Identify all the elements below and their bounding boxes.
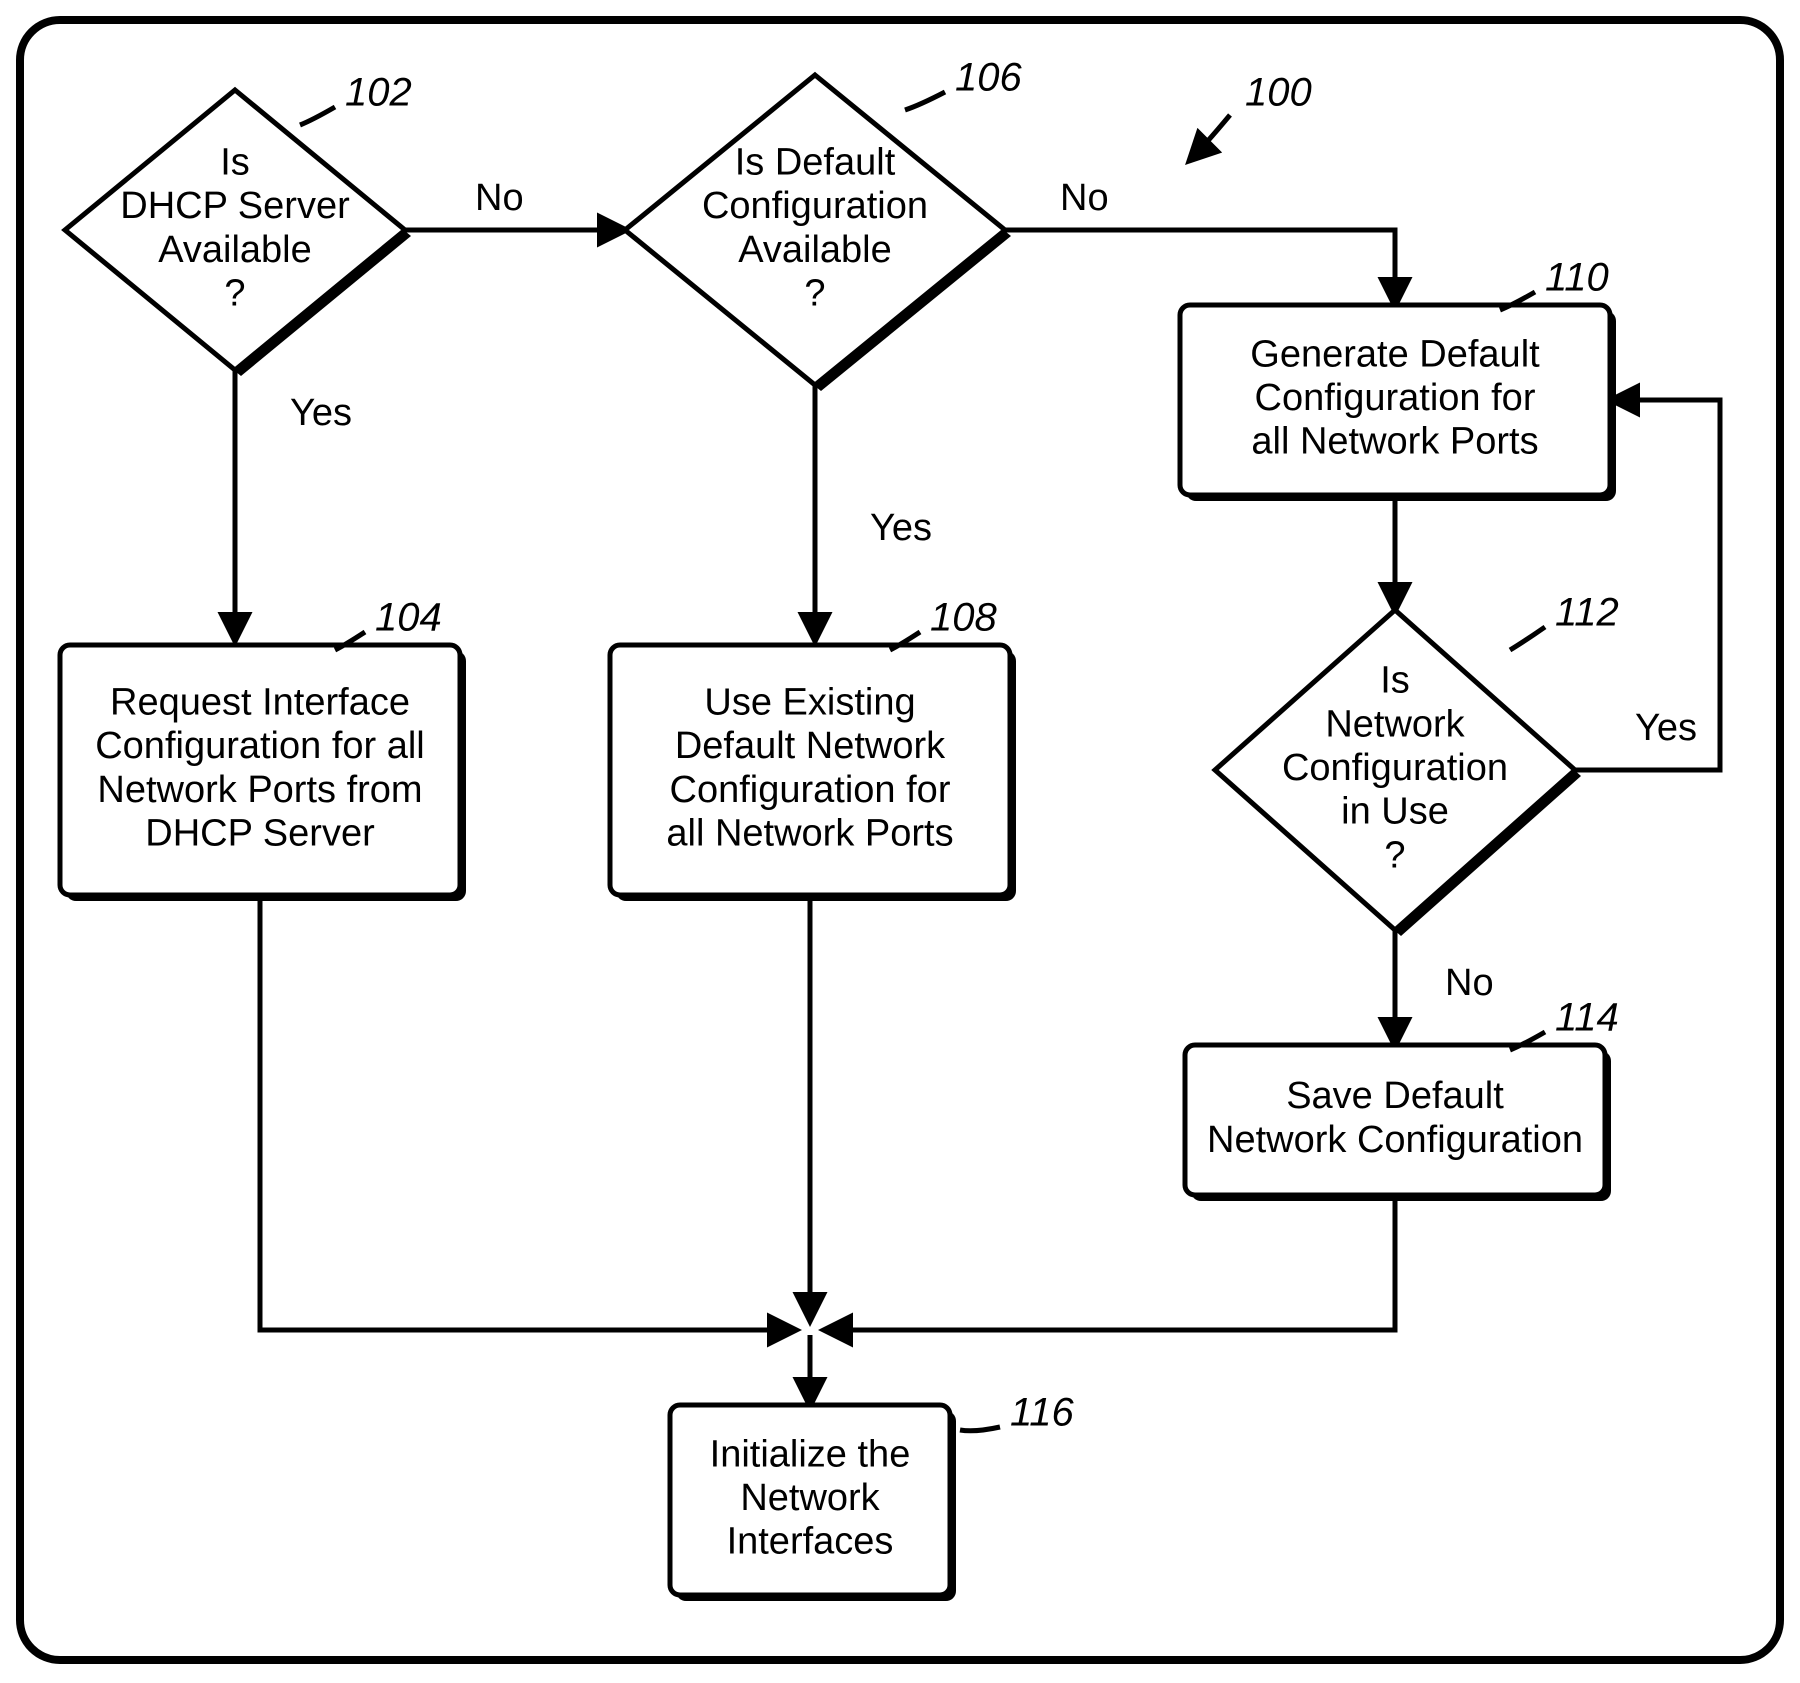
figure-ref-arrow bbox=[1190, 115, 1230, 160]
figure-ref-label: 100 bbox=[1245, 71, 1312, 115]
node-text: DHCP Server bbox=[120, 185, 350, 227]
ref-label: 104 bbox=[375, 596, 442, 640]
edge-label: No bbox=[1445, 962, 1494, 1004]
node-text: Is bbox=[1380, 660, 1410, 702]
node-text: Network bbox=[1325, 703, 1465, 745]
node-text: Default Network bbox=[675, 725, 946, 767]
ref-tick bbox=[960, 1427, 1000, 1431]
ref-label: 106 bbox=[955, 56, 1022, 100]
node-text: Configuration for bbox=[1255, 377, 1536, 419]
ref-label: 114 bbox=[1555, 996, 1619, 1040]
ref-tick bbox=[1510, 627, 1545, 650]
node-text: all Network Ports bbox=[1251, 421, 1538, 463]
ref-tick bbox=[905, 92, 945, 110]
node-text: Configuration for all bbox=[95, 725, 425, 767]
edge-label: Yes bbox=[870, 507, 932, 549]
node-text: Available bbox=[158, 229, 312, 271]
node-text: Is bbox=[220, 141, 250, 183]
node-text: Interfaces bbox=[727, 1521, 894, 1563]
node-text: Generate Default bbox=[1250, 333, 1540, 375]
edge-label: No bbox=[1060, 177, 1109, 219]
node-text: Initialize the bbox=[710, 1433, 911, 1475]
node-text: Request Interface bbox=[110, 681, 410, 723]
node-text: Save Default bbox=[1286, 1075, 1504, 1117]
node-text: in Use bbox=[1341, 791, 1449, 833]
edge-label: Yes bbox=[290, 392, 352, 434]
edge-label: Yes bbox=[1635, 707, 1697, 749]
ref-label: 112 bbox=[1555, 591, 1619, 635]
node-text: Network bbox=[740, 1477, 880, 1519]
ref-label: 110 bbox=[1545, 256, 1609, 300]
flow-edge bbox=[1005, 230, 1395, 305]
node-text: ? bbox=[804, 273, 825, 315]
node-text: Configuration bbox=[1282, 747, 1508, 789]
flow-edge bbox=[825, 1195, 1395, 1330]
node-text: all Network Ports bbox=[666, 813, 953, 855]
flow-edge bbox=[260, 895, 795, 1330]
node-text: Network Ports from bbox=[97, 769, 422, 811]
node-text: Configuration for bbox=[670, 769, 951, 811]
node-text: Use Existing bbox=[704, 681, 915, 723]
node-text: ? bbox=[224, 273, 245, 315]
node-text: Is Default bbox=[735, 141, 896, 183]
edge-label: No bbox=[475, 177, 524, 219]
node-text: ? bbox=[1384, 834, 1405, 876]
ref-label: 102 bbox=[345, 71, 412, 115]
node-text: Network Configuration bbox=[1207, 1119, 1583, 1161]
node-text: DHCP Server bbox=[145, 813, 375, 855]
ref-label: 116 bbox=[1010, 1391, 1075, 1435]
ref-tick bbox=[300, 107, 335, 125]
ref-label: 108 bbox=[930, 596, 997, 640]
node-text: Available bbox=[738, 229, 892, 271]
node-text: Configuration bbox=[702, 185, 928, 227]
